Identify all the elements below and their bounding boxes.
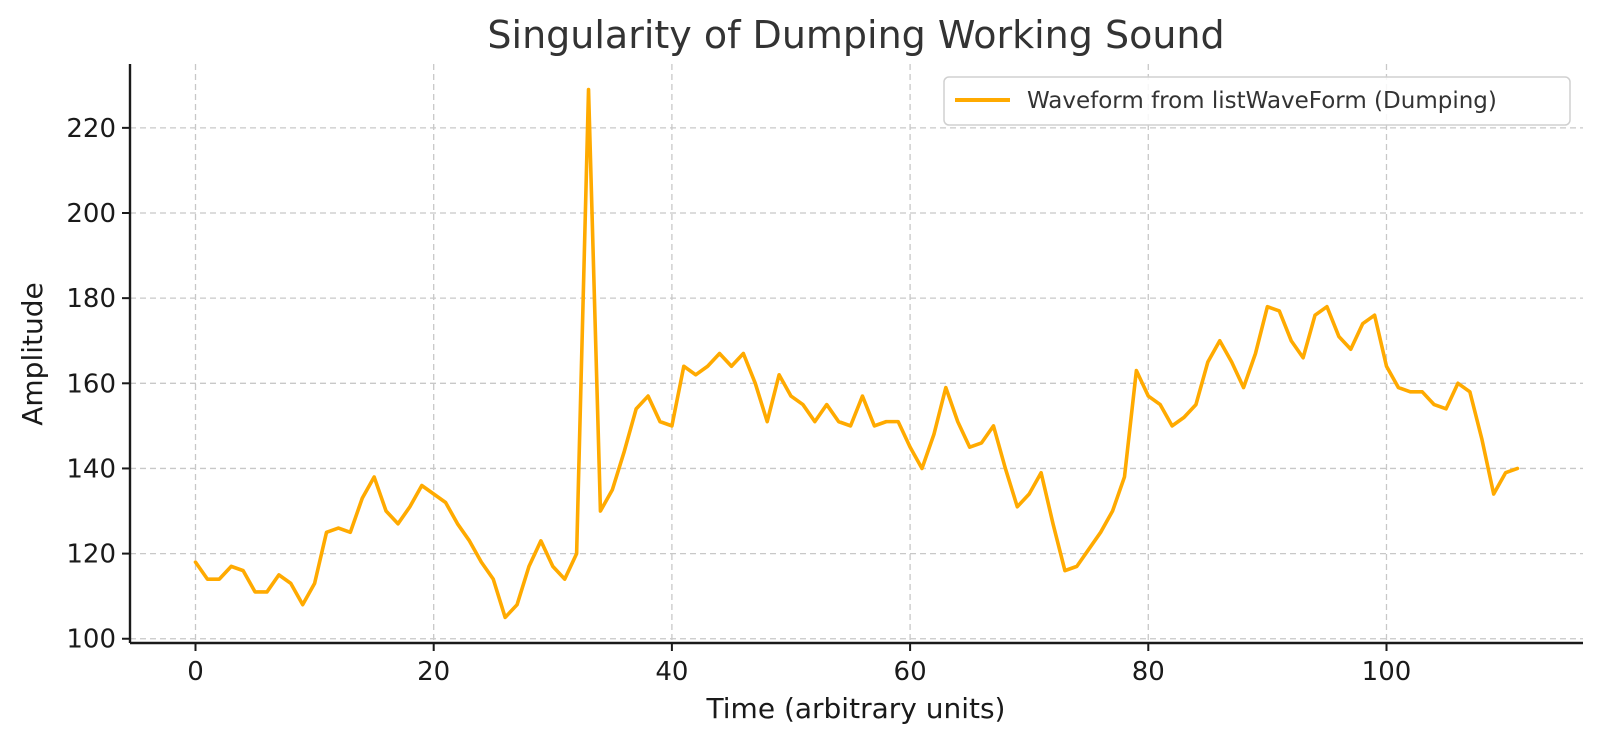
tick-marks xyxy=(122,126,1388,651)
tick-labels: 0 20 40 60 80 100 100 120 140 160 180 200 220 xyxy=(66,114,1411,687)
y-tick-label: 220 xyxy=(66,114,116,144)
series-lines xyxy=(193,87,1520,620)
x-tick-label: 60 xyxy=(894,657,927,687)
x-tick-label: 0 xyxy=(187,657,204,687)
y-tick-label: 120 xyxy=(66,540,116,570)
chart-title: Singularity of Dumping Working Sound xyxy=(487,13,1224,57)
axes xyxy=(128,64,1583,645)
x-tick-label: 80 xyxy=(1132,657,1165,687)
y-tick-label: 140 xyxy=(66,454,116,484)
x-tick-label: 20 xyxy=(417,657,450,687)
legend-box xyxy=(943,76,1571,126)
x-tick-label: 40 xyxy=(655,657,688,687)
y-tick-label: 200 xyxy=(66,199,116,229)
y-tick-label: 180 xyxy=(66,284,116,314)
y-axis-label: Amplitude xyxy=(16,282,49,426)
legend: Waveform from listWaveForm (Dumping) xyxy=(943,76,1571,126)
x-tick-label: 100 xyxy=(1362,657,1412,687)
x-axis-label: Time (arbitrary units) xyxy=(706,692,1006,725)
y-tick-label: 160 xyxy=(66,369,116,399)
series-line xyxy=(193,87,1520,620)
legend-label: Waveform from listWaveForm (Dumping) xyxy=(1027,88,1497,114)
y-tick-label: 100 xyxy=(66,625,116,655)
grid-lines xyxy=(130,64,1583,643)
